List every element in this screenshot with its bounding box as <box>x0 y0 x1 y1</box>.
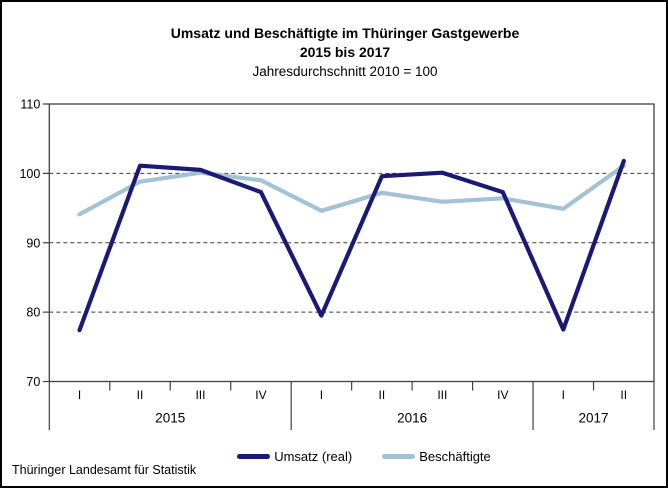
x-axis-quarter-label: II <box>137 388 144 402</box>
x-axis-quarter-label: III <box>195 388 205 402</box>
legend-label-beschaeftigte: Beschäftigte <box>419 449 491 464</box>
chart-title-line2: 2015 bis 2017 <box>299 44 391 60</box>
x-axis-quarter-label: IV <box>497 388 508 402</box>
x-axis-year-label-2016: 2016 <box>397 411 427 426</box>
x-axis-year-label-2015: 2015 <box>155 411 185 426</box>
series-line-besch-ftigte <box>77 163 626 217</box>
chart-title-line1: Umsatz und Beschäftigte im Thüringer Gas… <box>170 25 520 41</box>
y-axis-label-70: 70 <box>26 375 40 389</box>
y-axis-label-110: 110 <box>20 98 40 112</box>
x-axis-quarter-label: I <box>320 388 323 402</box>
chart-title-block: Umsatz und Beschäftigte im Thüringer Gas… <box>24 24 666 81</box>
y-axis-label-90: 90 <box>26 236 40 250</box>
x-axis-quarter-label: II <box>620 388 627 402</box>
y-axis-label-100: 100 <box>19 167 40 181</box>
beschaeftigte-line-swatch <box>382 454 416 459</box>
legend-label-umsatz: Umsatz (real) <box>274 449 353 464</box>
chart-legend: Umsatz (real) Beschäftigte <box>2 449 666 464</box>
y-axis-label-80: 80 <box>26 306 40 320</box>
x-axis-year-label-2017: 2017 <box>579 411 609 426</box>
source-attribution: Thüringer Landesamt für Statistik <box>12 463 197 477</box>
umsatz-line-swatch <box>237 454 271 459</box>
legend-item-beschaeftigte: Beschäftigte <box>382 449 491 464</box>
series-line-umsatz-real <box>77 158 626 333</box>
x-axis-quarter-label: II <box>379 388 386 402</box>
legend-item-umsatz: Umsatz (real) <box>237 449 352 464</box>
x-axis-quarter-label: I <box>78 388 81 402</box>
x-axis-quarter-label: I <box>562 388 565 402</box>
chart-subtitle: Jahresdurchschnitt 2010 = 100 <box>252 64 438 79</box>
x-axis-quarter-label: III <box>437 388 447 402</box>
x-axis-quarter-label: IV <box>255 388 266 402</box>
